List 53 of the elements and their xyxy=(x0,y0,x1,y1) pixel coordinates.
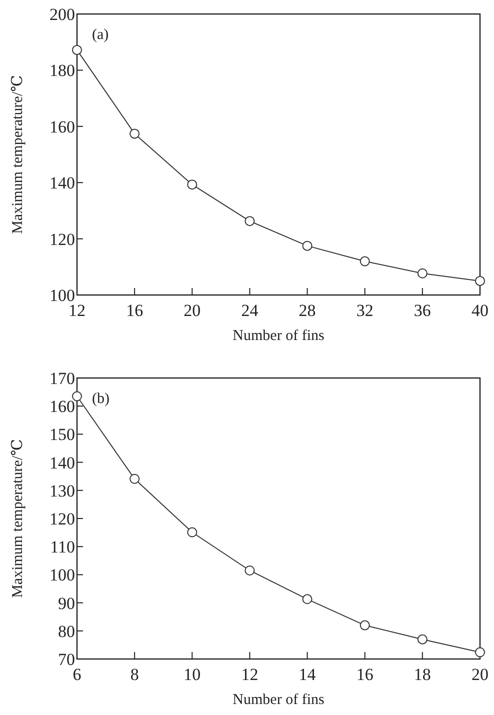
y-tick-label: 160 xyxy=(50,117,75,136)
y-tick-label: 170 xyxy=(50,369,75,388)
x-tick-label: 8 xyxy=(130,665,139,684)
x-tick-label: 10 xyxy=(184,665,201,684)
point xyxy=(417,634,428,644)
x-tick-label: 16 xyxy=(126,301,144,320)
point xyxy=(302,240,312,251)
x-tick-label: 36 xyxy=(414,301,431,320)
x-tick-label: 12 xyxy=(241,665,258,684)
y-axis-title: Maximum temperature/℃ xyxy=(10,439,26,598)
y-tick-label: 180 xyxy=(50,61,75,80)
x-tick-label: 16 xyxy=(356,665,374,684)
point xyxy=(417,268,428,278)
point xyxy=(475,647,485,658)
y-tick-label: 160 xyxy=(50,397,75,416)
y-axis-title: Maximum temperature/℃ xyxy=(10,75,26,234)
point xyxy=(130,128,140,139)
x-tick-label: 40 xyxy=(472,301,488,320)
y-tick-label: 100 xyxy=(50,566,75,585)
point xyxy=(244,565,255,576)
point xyxy=(360,620,370,630)
point xyxy=(244,216,255,226)
y-tick-label: 120 xyxy=(50,510,75,528)
y-tick-label: 110 xyxy=(50,538,75,557)
point xyxy=(360,256,370,266)
point xyxy=(187,527,198,538)
annotation: (b) xyxy=(92,391,110,407)
annotation: (a) xyxy=(92,27,109,43)
x-tick-label: 20 xyxy=(184,301,201,320)
x-tick-label: 6 xyxy=(72,665,82,684)
x-tick-label: 14 xyxy=(298,665,316,684)
point xyxy=(72,44,82,55)
y-tick-label: 140 xyxy=(50,174,75,193)
x-axis-title: Number of fins xyxy=(232,328,324,344)
y-tick-label: 150 xyxy=(50,425,75,444)
point xyxy=(72,391,82,402)
y-tick-label: 90 xyxy=(58,594,75,613)
point xyxy=(130,474,140,484)
x-tick-label: 32 xyxy=(356,301,374,320)
x-tick-label: 24 xyxy=(241,301,259,320)
point xyxy=(475,276,485,286)
x-axis-title: Number of fins xyxy=(232,692,324,708)
x-tick-label: 28 xyxy=(298,301,316,320)
y-tick-label: 80 xyxy=(58,622,75,641)
point xyxy=(302,594,312,604)
y-tick-label: 130 xyxy=(50,481,75,500)
y-tick-label: 120 xyxy=(50,230,75,249)
x-tick-label: 20 xyxy=(472,665,488,684)
y-tick-label: 70 xyxy=(58,650,75,669)
x-tick-label: 18 xyxy=(414,665,431,684)
y-tick-label: 140 xyxy=(50,453,75,472)
point xyxy=(187,180,198,190)
y-tick-label: 200 xyxy=(50,5,75,24)
